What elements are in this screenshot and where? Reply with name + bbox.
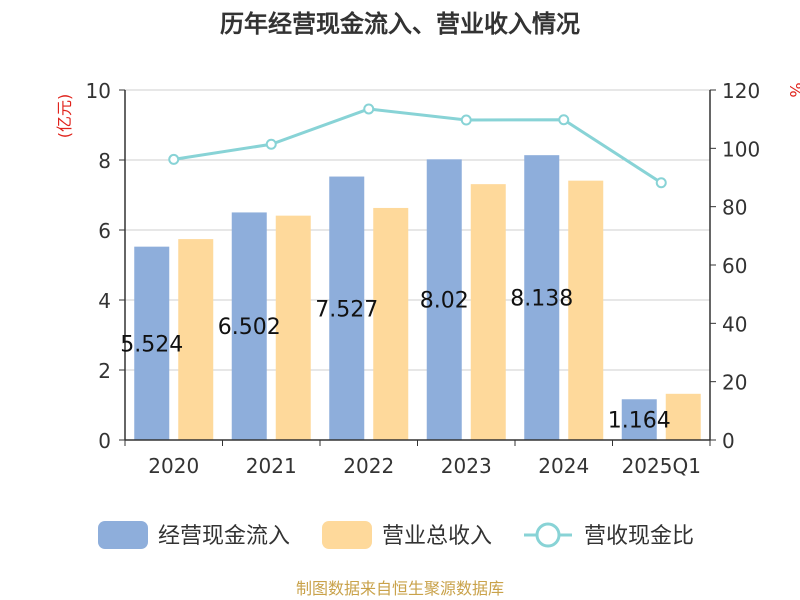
legend-label-cash-inflow: 经营现金流入 [158,524,290,549]
x-tick-label: 2023 [441,454,492,478]
line-point [168,153,180,165]
y-left-tick-label: 10 [86,79,111,103]
x-tick-label: 2024 [538,454,589,478]
x-tick-label: 2020 [148,454,199,478]
data-label: 1.164 [608,409,671,434]
line-point [655,177,667,189]
bar-total-revenue [470,184,506,440]
line-point [265,138,277,150]
bar-total-revenue [178,239,214,440]
y-right-tick-label: 20 [722,371,747,395]
y-left-tick-label: 8 [98,149,111,173]
y-right-tick-label: 60 [722,254,747,278]
line-point [558,114,570,126]
data-label: 5.524 [120,332,183,357]
source-footer: 制图数据来自恒生聚源数据库 [296,579,504,598]
bar-total-revenue [568,180,604,440]
y-left-axis-label: (亿元) [55,94,74,139]
bar-total-revenue [373,207,409,440]
y-left-tick-label: 4 [98,289,111,313]
legend-label-ratio: 营收现金比 [584,524,694,549]
bar-cash-inflow [134,246,170,440]
bar-cash-inflow [426,159,462,441]
y-right-tick-label: 100 [722,137,760,161]
data-label: 6.502 [218,315,281,340]
legend-label-total-revenue: 营业总收入 [382,524,492,549]
legend-swatch-ratio-marker [535,522,561,548]
legend-swatch-cash-inflow [98,521,148,549]
data-label: 8.138 [510,287,573,312]
y-right-axis-label: % [786,82,800,97]
x-tick-label: 2025Q1 [622,454,701,478]
y-left-tick-label: 6 [98,219,111,243]
y-right-tick-label: 80 [722,196,747,220]
y-left-tick-label: 0 [98,429,111,453]
bar-cash-inflow [524,155,560,441]
x-tick-label: 2022 [343,454,394,478]
line-point [363,103,375,115]
bar-cash-inflow [621,399,657,440]
y-right-tick-label: 40 [722,312,747,336]
bar-total-revenue [275,215,311,440]
line-point [460,114,472,126]
bar-cash-inflow [329,176,365,440]
y-left-tick-label: 2 [98,359,111,383]
y-right-tick-label: 0 [722,429,735,453]
data-label: 7.527 [315,297,378,322]
legend-swatch-total-revenue [322,521,372,549]
chart-title: 历年经营现金流入、营业收入情况 [220,10,580,38]
bar-cash-inflow [231,212,267,440]
y-right-tick-label: 120 [722,79,760,103]
bar-total-revenue [665,393,701,440]
data-label: 8.02 [420,289,469,314]
line-cash-revenue-ratio [173,107,663,185]
x-tick-label: 2021 [246,454,297,478]
